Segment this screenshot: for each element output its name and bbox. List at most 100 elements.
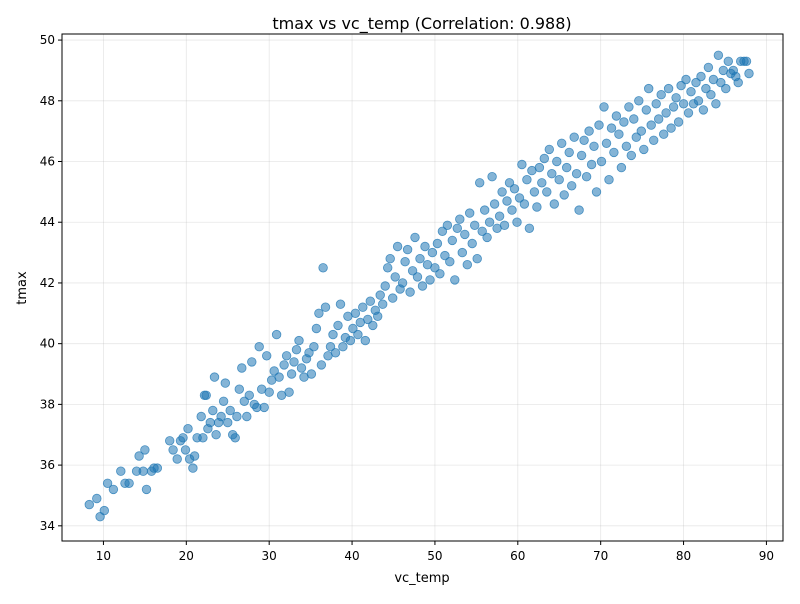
scatter-point	[274, 372, 284, 382]
scatter-point	[532, 202, 542, 212]
y-tick-label: 44	[40, 215, 55, 229]
scatter-point	[392, 241, 403, 252]
scatter-point	[571, 168, 582, 179]
scatter-point	[512, 217, 522, 227]
y-tick-label: 42	[40, 276, 55, 290]
scatter-point	[703, 62, 714, 73]
scatter-point	[189, 451, 200, 461]
scatter-point	[668, 102, 679, 112]
scatter-point	[435, 269, 445, 279]
scatter-point	[574, 205, 584, 215]
scatter-point	[415, 254, 425, 264]
scatter-point	[116, 466, 126, 476]
scatter-point	[440, 250, 450, 261]
scatter-point	[325, 342, 336, 352]
scatter-point	[345, 335, 356, 346]
scatter-point	[318, 263, 328, 273]
x-tick-label: 30	[262, 549, 277, 563]
scatter-point	[180, 445, 191, 455]
scatter-point	[497, 187, 507, 197]
scatter-point	[390, 272, 400, 282]
scatter-point	[659, 129, 669, 139]
y-tick-label: 48	[40, 94, 55, 108]
scatter-point	[373, 311, 383, 322]
scatter-point	[504, 178, 515, 188]
scatter-point	[507, 205, 517, 215]
scatter-point	[656, 89, 666, 100]
scatter-point	[220, 378, 231, 388]
y-tick-label: 46	[40, 155, 55, 169]
scatter-point	[218, 396, 229, 407]
scatter-point	[407, 266, 418, 276]
scatter-point	[693, 96, 704, 106]
scatter-point	[284, 387, 294, 397]
scatter-point	[209, 372, 220, 382]
scatter-point	[405, 287, 415, 297]
scatter-point	[99, 505, 110, 516]
scatter-point	[198, 433, 208, 443]
scatter-point	[304, 348, 314, 358]
scatter-point	[644, 83, 654, 94]
scatter-point	[557, 138, 567, 149]
scatter-point	[168, 445, 178, 455]
scatter-point	[609, 147, 619, 158]
scatter-point	[616, 162, 627, 173]
scatter-point	[733, 77, 743, 88]
scatter-point	[529, 187, 540, 197]
x-tick-label: 80	[676, 549, 691, 563]
scatter-point	[517, 159, 527, 170]
scatter-point	[676, 80, 686, 91]
scatter-point	[631, 132, 642, 142]
scatter-point	[271, 329, 282, 340]
scatter-point	[375, 290, 385, 300]
scatter-point	[360, 335, 371, 346]
scatter-point	[437, 226, 448, 237]
scatter-point	[636, 126, 647, 136]
scatter-point	[567, 181, 577, 191]
data-points	[84, 50, 754, 522]
scatter-point	[744, 68, 754, 79]
y-tick-label: 38	[40, 397, 55, 411]
scatter-point	[579, 135, 589, 146]
scatter-point	[678, 99, 689, 109]
scatter-point	[333, 320, 343, 331]
scatter-point	[108, 484, 119, 495]
scatter-point	[467, 238, 477, 249]
scatter-point	[547, 168, 557, 179]
scatter-point	[281, 351, 292, 361]
scatter-point	[380, 281, 390, 291]
scatter-point	[316, 360, 327, 370]
scatter-point	[427, 247, 438, 258]
scatter-point	[542, 187, 552, 197]
scatter-point	[686, 86, 696, 97]
scatter-point	[576, 150, 587, 161]
scatter-point	[601, 138, 612, 149]
plot-frame	[61, 33, 784, 542]
scatter-point	[124, 478, 134, 489]
scatter-point	[232, 411, 242, 422]
scatter-point	[562, 162, 572, 173]
scatter-point	[450, 275, 460, 285]
scatter-point	[286, 369, 297, 379]
scatter-point	[716, 77, 726, 88]
scatter-point	[489, 199, 500, 209]
y-tick-label: 34	[40, 519, 55, 533]
scatter-point	[646, 120, 656, 130]
scatter-point	[309, 342, 319, 352]
x-tick-label: 60	[510, 549, 525, 563]
scatter-point	[311, 323, 322, 334]
scatter-point	[524, 223, 535, 234]
scatter-point	[430, 263, 440, 273]
scatter-point	[455, 214, 465, 224]
scatter-point	[445, 257, 455, 267]
scatter-point	[639, 144, 649, 155]
scatter-point	[269, 366, 279, 376]
scatter-point	[537, 178, 547, 188]
scatter-point	[604, 174, 614, 185]
scatter-point	[306, 369, 317, 379]
scatter-point	[254, 342, 264, 352]
x-tick-label: 90	[759, 549, 774, 563]
scatter-point	[629, 114, 639, 124]
scatter-point	[92, 493, 102, 504]
scatter-point	[178, 433, 188, 443]
